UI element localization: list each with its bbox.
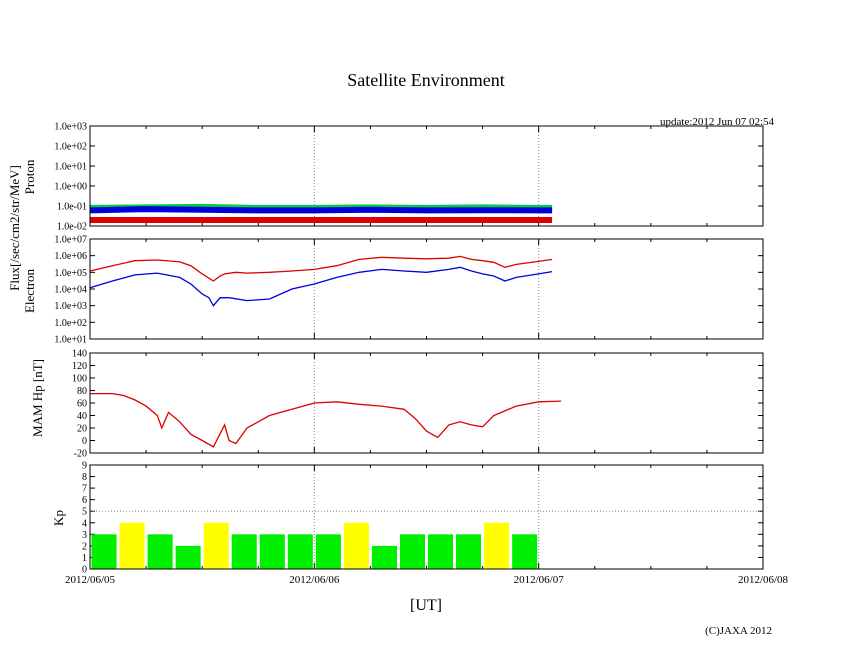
y-tick-label: 1.0e+01	[54, 335, 87, 346]
kp-bar	[428, 534, 454, 569]
y-tick-label: 9	[82, 461, 87, 472]
chart-title: Satellite Environment	[347, 70, 504, 90]
x-axis-title: [UT]	[410, 597, 442, 614]
y-tick-label: 8	[82, 472, 87, 483]
panel-frame	[89, 464, 764, 570]
x-tick-label: 2012/06/07	[514, 574, 565, 586]
y-tick-label: -20	[74, 449, 87, 460]
mam-hp-axis-label: MAM Hp [nT]	[30, 359, 45, 437]
kp-bar	[203, 522, 229, 569]
flux-axis-label: Flux[/sec/cm2/str/MeV]	[7, 165, 22, 291]
y-tick-label: 4	[82, 518, 87, 529]
y-tick-label: 1.0e+07	[54, 235, 87, 246]
x-axis-labels: 2012/06/05 2012/06/06 2012/06/07 2012/06/08	[65, 574, 789, 586]
kp-bar	[175, 545, 201, 569]
electron-panel: 1.0e+01 1.0e+02 1.0e+03 1.0e+04 1.0e+05 1.0e+…	[54, 235, 764, 346]
y-tick-label: 80	[77, 386, 87, 397]
kp-bar	[456, 534, 482, 569]
x-tick-label: 2012/06/06	[289, 574, 340, 586]
y-tick-label: 1.0e-01	[57, 202, 87, 213]
panel-frame	[89, 238, 764, 340]
panel-frame	[89, 125, 764, 227]
kp-bar	[343, 522, 369, 569]
y-tick-label: 1.0e+00	[54, 182, 87, 193]
kp-bar	[315, 534, 341, 569]
kp-bar	[371, 545, 397, 569]
x-tick-label: 2012/06/05	[65, 574, 116, 586]
y-tick-label: 2	[82, 541, 87, 552]
y-tick-label: 1	[82, 553, 87, 564]
electron-red-line	[89, 255, 553, 282]
y-tick-label: 20	[77, 424, 87, 435]
kp-bar	[287, 534, 313, 569]
y-tick-label: 1.0e+06	[54, 251, 87, 262]
kp-bar	[147, 534, 173, 569]
y-tick-label: 1.0e+01	[54, 162, 87, 173]
y-tick-label: 3	[82, 530, 87, 541]
y-tick-label: 0	[82, 436, 87, 447]
y-tick-label: 140	[72, 349, 87, 360]
electron-blue-line	[89, 266, 553, 307]
kp-bar	[231, 534, 257, 569]
panel-frame	[89, 352, 764, 454]
y-tick-label: 120	[72, 361, 87, 372]
copyright-label: (C)JAXA 2012	[705, 625, 772, 637]
y-tick-label: 6	[82, 495, 87, 506]
y-tick-label: 1.0e+03	[54, 122, 87, 133]
y-tick-label: 0	[82, 565, 87, 576]
kp-bar	[512, 534, 538, 569]
y-tick-label: 1.0e+05	[54, 268, 87, 279]
hp-red-line	[90, 392, 562, 448]
kp-bar	[91, 534, 117, 569]
electron-axis-label: Electron	[22, 268, 37, 313]
proton-panel: 1.0e-02 1.0e-01 1.0e+00 1.0e+01 1.0e+02 1.0e+…	[54, 122, 764, 233]
y-tick-label: 60	[77, 399, 87, 410]
kp-bar	[259, 534, 285, 569]
y-tick-label: 100	[72, 374, 87, 385]
x-tick-label: 2012/06/08	[738, 574, 789, 586]
kp-bar	[119, 522, 145, 569]
y-tick-label: 1.0e+04	[54, 285, 87, 296]
y-tick-label: 5	[82, 507, 87, 518]
update-label: update:2012 Jun 07 02:54	[660, 116, 774, 128]
kp-bar	[484, 522, 510, 569]
y-tick-label: 1.0e+02	[54, 142, 87, 153]
kp-bar	[399, 534, 425, 569]
kp-axis-label: Kp	[51, 510, 66, 526]
y-tick-label: 1.0e-02	[57, 222, 87, 233]
y-tick-label: 7	[82, 484, 87, 495]
y-tick-label: 1.0e+03	[54, 301, 87, 312]
y-tick-label: 40	[77, 411, 87, 422]
proton-blue-line	[89, 206, 553, 214]
y-tick-label: 1.0e+02	[54, 318, 87, 329]
proton-axis-label: Proton	[22, 159, 37, 194]
